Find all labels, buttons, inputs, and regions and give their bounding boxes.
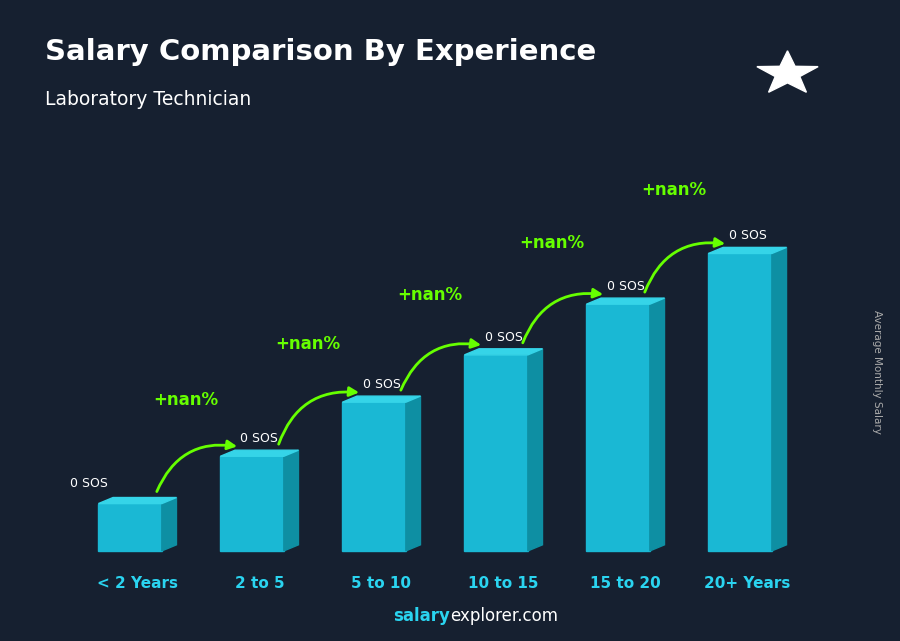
Text: 0 SOS: 0 SOS [607,280,644,293]
Text: explorer.com: explorer.com [450,607,558,625]
Polygon shape [464,349,543,355]
Polygon shape [772,247,787,551]
Text: 0 SOS: 0 SOS [363,378,400,391]
Bar [587,304,650,551]
Polygon shape [757,51,818,92]
Polygon shape [162,497,176,551]
Bar [98,504,162,551]
Text: 0 SOS: 0 SOS [728,229,767,242]
Text: +nan%: +nan% [641,181,706,199]
Polygon shape [650,298,664,551]
Text: 0 SOS: 0 SOS [240,432,278,445]
Polygon shape [406,396,420,551]
Text: +nan%: +nan% [153,391,218,409]
Text: 5 to 10: 5 to 10 [351,576,411,591]
Bar [464,355,528,551]
Polygon shape [528,349,543,551]
Text: 10 to 15: 10 to 15 [468,576,539,591]
Text: Salary Comparison By Experience: Salary Comparison By Experience [45,38,596,67]
Text: +nan%: +nan% [397,286,463,304]
Text: < 2 Years: < 2 Years [97,576,178,591]
Text: Laboratory Technician: Laboratory Technician [45,90,251,109]
Polygon shape [98,497,176,504]
Text: 15 to 20: 15 to 20 [590,576,661,591]
Bar [708,253,772,551]
Text: +nan%: +nan% [519,234,584,252]
Polygon shape [587,298,664,304]
Polygon shape [220,450,299,456]
Text: 0 SOS: 0 SOS [70,477,108,490]
Polygon shape [284,450,299,551]
Polygon shape [708,247,787,253]
Text: +nan%: +nan% [275,335,340,353]
Text: 0 SOS: 0 SOS [484,331,522,344]
Bar [342,402,406,551]
Text: 2 to 5: 2 to 5 [235,576,284,591]
Polygon shape [342,396,420,402]
Bar [220,456,284,551]
Text: Average Monthly Salary: Average Monthly Salary [872,310,883,434]
Text: salary: salary [393,607,450,625]
Text: 20+ Years: 20+ Years [705,576,791,591]
